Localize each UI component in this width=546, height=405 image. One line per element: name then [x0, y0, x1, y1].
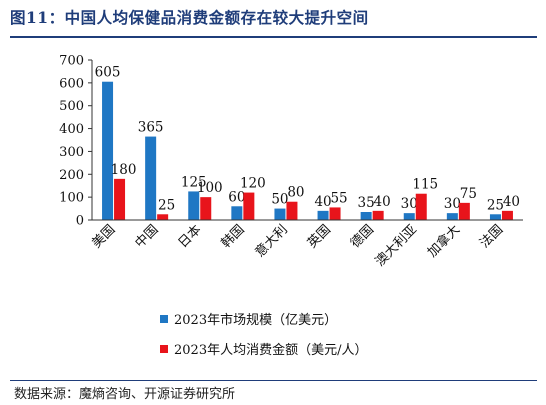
y-tick-label: 700 [59, 54, 84, 69]
legend-swatch-series1 [160, 315, 168, 323]
data-label-series2: 80 [287, 185, 304, 201]
legend-item-series2: 2023年人均消费金额（美元/人） [160, 339, 367, 358]
bar-series2 [157, 214, 169, 220]
data-label-series1: 60 [228, 189, 245, 205]
bar-series2 [329, 207, 341, 220]
bar-series1 [145, 136, 157, 220]
bar-series1 [489, 214, 501, 220]
data-label-series1: 50 [271, 192, 288, 208]
bar-series1 [446, 213, 458, 220]
title-divider [10, 36, 537, 38]
bar-series2 [501, 210, 513, 220]
x-tick-label: 中国 [132, 222, 161, 251]
bar-series1 [360, 212, 372, 220]
data-label-series1: 30 [444, 196, 461, 212]
legend-label-series1: 2023年市场规模（亿美元） [174, 313, 338, 328]
y-tick-label: 0 [76, 214, 84, 229]
bar-chart: 0 100 200 300 400 500 600 700 605 180 美国 365 25 中国 125… [59, 54, 523, 270]
bar-series1 [274, 208, 286, 220]
data-label-series2: 100 [197, 180, 223, 196]
data-label-series2: 180 [111, 162, 137, 178]
bar-series1 [231, 206, 243, 220]
source-divider [10, 380, 537, 381]
data-label-series1: 365 [138, 120, 164, 136]
x-tick-label: 澳大利亚 [372, 222, 420, 270]
data-label-series2: 40 [374, 194, 391, 210]
legend-label-series2: 2023年人均消费金额（美元/人） [174, 343, 368, 358]
x-tick-label: 美国 [89, 222, 118, 251]
legend-swatch-series2 [160, 345, 168, 353]
y-tick-label: 400 [59, 122, 84, 137]
figure-title: 图11：中国人均保健品消费金额存在较大提升空间 [10, 8, 369, 27]
data-label-series2: 55 [330, 190, 347, 206]
x-tick-label: 法国 [477, 222, 506, 251]
legend-item-series1: 2023年市场规模（亿美元） [160, 309, 337, 328]
bar-series2 [243, 192, 255, 220]
bar-series1 [317, 210, 329, 220]
data-label-series1: 25 [487, 197, 504, 213]
bar-series2 [286, 201, 298, 220]
bar-series2 [372, 210, 384, 220]
bar-series1 [188, 191, 200, 220]
data-label-series2: 40 [503, 194, 520, 210]
y-tick-label: 500 [59, 99, 84, 114]
bar-series2 [114, 178, 126, 220]
data-label-series1: 605 [95, 65, 121, 81]
y-tick-label: 200 [59, 168, 84, 183]
bar-series2 [200, 197, 212, 220]
x-tick-label: 意大利 [252, 222, 291, 261]
data-label-series2: 120 [240, 176, 266, 192]
data-label-series2: 115 [412, 177, 438, 193]
x-tick-label: 英国 [305, 222, 334, 251]
source-note: 数据来源：魔熵咨询、开源证券研究所 [14, 387, 236, 402]
x-tick-label: 韩国 [219, 222, 248, 251]
data-label-series1: 125 [181, 174, 207, 190]
x-tick-label: 德国 [348, 222, 377, 251]
data-label-series1: 40 [314, 194, 331, 210]
bar-series1 [102, 81, 114, 220]
bar-series2 [458, 202, 470, 220]
x-tick-label: 加拿大 [424, 222, 463, 261]
y-tick-label: 300 [59, 145, 84, 160]
bar-series1 [403, 213, 415, 220]
data-label-series2: 75 [460, 186, 477, 202]
data-label-series1: 30 [401, 196, 418, 212]
x-tick-label: 日本 [176, 222, 205, 251]
y-tick-label: 600 [59, 76, 84, 91]
bar-series2 [415, 193, 427, 220]
data-label-series2: 25 [158, 197, 175, 213]
data-label-series1: 35 [358, 195, 375, 211]
y-tick-label: 100 [59, 191, 84, 206]
